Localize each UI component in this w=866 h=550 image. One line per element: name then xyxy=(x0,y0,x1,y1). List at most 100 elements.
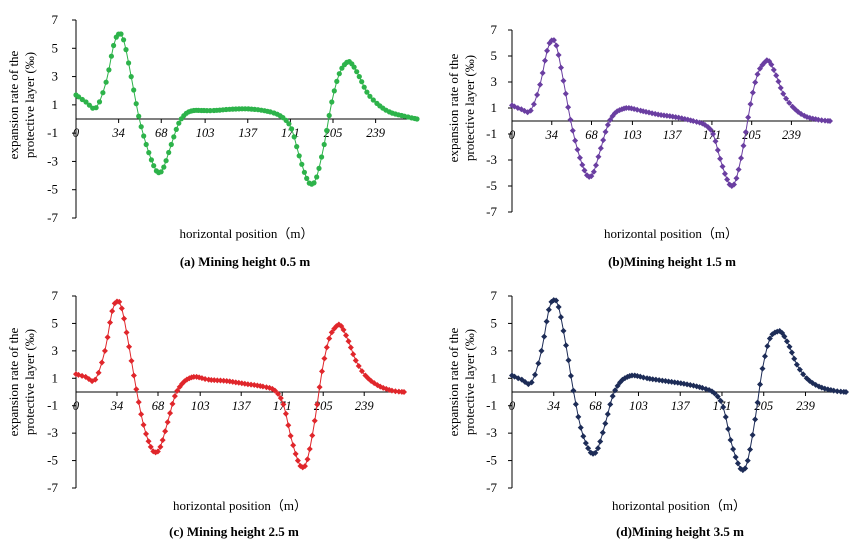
chart-title: (a) Mining height 0.5 m xyxy=(180,254,311,269)
data-point xyxy=(710,131,717,137)
y-tick-label: 5 xyxy=(52,315,59,330)
y-tick-label: -5 xyxy=(47,453,58,468)
data-point xyxy=(580,433,587,440)
x-tick-label: 68 xyxy=(152,399,165,413)
data-point xyxy=(414,116,420,122)
data-point xyxy=(604,121,611,128)
y-tick-label: -1 xyxy=(486,398,497,413)
data-point xyxy=(541,57,548,64)
x-tick-label: 103 xyxy=(191,399,210,413)
data-point xyxy=(98,359,105,366)
data-point xyxy=(103,79,109,85)
data-point xyxy=(296,153,302,159)
data-point xyxy=(834,388,841,395)
data-point xyxy=(133,101,139,107)
y-tick-label: 5 xyxy=(491,315,498,330)
data-point xyxy=(95,369,102,376)
data-point xyxy=(301,169,307,175)
data-point xyxy=(567,116,574,123)
data-point xyxy=(282,410,289,417)
data-point xyxy=(733,175,740,182)
data-point xyxy=(752,79,759,86)
data-point xyxy=(401,389,407,395)
data-point xyxy=(609,393,616,400)
data-point xyxy=(93,105,99,111)
data-point xyxy=(553,297,560,304)
x-tick-label: 103 xyxy=(196,126,215,140)
data-point xyxy=(311,417,318,424)
data-point xyxy=(572,401,579,408)
data-point xyxy=(131,87,137,93)
data-point xyxy=(735,166,742,173)
data-point xyxy=(764,343,771,350)
y-tick-label: 1 xyxy=(52,97,59,112)
data-point xyxy=(326,335,333,342)
data-point xyxy=(759,61,766,68)
x-tick-label: 34 xyxy=(110,399,124,413)
data-point xyxy=(577,424,584,431)
data-point xyxy=(128,357,135,364)
y-axis-label-line: expansion rate of the xyxy=(6,50,21,159)
data-point xyxy=(171,393,178,400)
data-point xyxy=(123,329,130,336)
y-tick-label: -7 xyxy=(47,210,58,225)
data-point xyxy=(565,104,572,111)
data-point xyxy=(106,67,112,73)
data-point xyxy=(285,422,292,429)
data-point xyxy=(326,112,332,119)
data-point xyxy=(717,397,724,404)
y-tick-label: 7 xyxy=(491,288,498,303)
data-point xyxy=(311,180,317,186)
x-tick-label: 34 xyxy=(545,128,559,142)
chart-title: (b)Mining height 1.5 m xyxy=(608,254,736,269)
data-point xyxy=(560,77,567,84)
y-axis-label-line: protective layer (‰) xyxy=(462,329,477,435)
data-point xyxy=(101,347,108,354)
data-point xyxy=(783,338,790,345)
panel-d: 7531-1-3-5-703468103137171205239expansio… xyxy=(446,288,849,539)
x-tick-label: 239 xyxy=(366,126,386,140)
data-point xyxy=(597,438,604,445)
data-point xyxy=(576,154,583,161)
x-tick-label: 239 xyxy=(355,399,375,413)
data-point xyxy=(334,78,340,84)
data-point xyxy=(574,146,581,153)
data-point xyxy=(757,381,764,388)
data-point xyxy=(161,164,167,170)
data-point xyxy=(148,157,154,163)
data-point xyxy=(791,355,798,362)
data-point xyxy=(168,141,174,148)
data-point xyxy=(350,351,357,358)
data-point xyxy=(323,344,330,351)
y-tick-label: 1 xyxy=(491,100,498,115)
y-axis-label: expansion rate of theprotective layer (‰… xyxy=(6,50,37,159)
data-point xyxy=(745,114,752,121)
data-point xyxy=(340,326,347,333)
data-point xyxy=(306,446,313,453)
data-point xyxy=(721,170,728,177)
data-point xyxy=(154,448,161,455)
data-point xyxy=(747,101,754,108)
data-point xyxy=(319,368,325,375)
data-point xyxy=(585,445,592,452)
data-point xyxy=(339,65,345,71)
data-point xyxy=(602,420,609,427)
data-point xyxy=(370,97,376,103)
data-point xyxy=(562,90,569,97)
data-point xyxy=(557,314,564,321)
data-point xyxy=(319,154,325,160)
data-point xyxy=(79,96,85,103)
data-point xyxy=(593,162,600,169)
y-tick-label: 5 xyxy=(52,40,59,55)
data-point xyxy=(289,126,295,132)
y-tick-label: -3 xyxy=(486,152,497,167)
data-point xyxy=(126,343,133,350)
data-point xyxy=(594,445,601,452)
x-axis-label: horizontal position（m） xyxy=(180,226,314,241)
data-point xyxy=(537,81,544,88)
data-point xyxy=(555,51,562,58)
data-point xyxy=(719,163,726,170)
x-axis-label: horizontal position（m） xyxy=(173,498,307,513)
data-point xyxy=(550,37,557,44)
data-point xyxy=(781,333,788,340)
